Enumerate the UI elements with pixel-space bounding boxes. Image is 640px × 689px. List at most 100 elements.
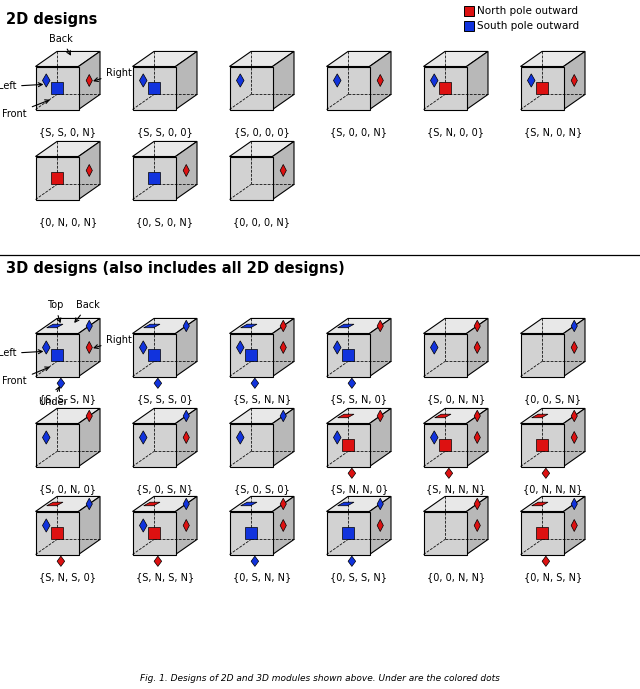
Polygon shape [474,431,481,444]
Polygon shape [369,318,391,376]
Polygon shape [230,318,294,333]
Polygon shape [230,511,273,555]
Polygon shape [326,511,369,555]
Text: Under: Under [38,387,67,407]
Polygon shape [326,318,391,333]
Polygon shape [183,520,189,531]
Polygon shape [35,52,100,67]
Polygon shape [424,67,467,110]
Polygon shape [86,165,92,176]
Polygon shape [326,409,391,424]
Text: {0, 0, S, N}: {0, 0, S, N} [524,394,581,404]
Bar [148,527,159,539]
Text: Right: Right [94,68,132,81]
Polygon shape [175,141,197,200]
Text: Fig. 1. Designs of 2D and 3D modules shown above. Under are the colored dots: Fig. 1. Designs of 2D and 3D modules sho… [140,674,500,683]
Polygon shape [35,333,79,376]
Text: North pole outward: North pole outward [477,6,578,16]
Polygon shape [230,156,273,200]
Bar [342,527,353,539]
Text: {S, 0, N, 0}: {S, 0, N, 0} [39,484,96,494]
Polygon shape [348,468,356,478]
Polygon shape [140,341,147,354]
Polygon shape [520,511,563,555]
Bar [342,440,353,451]
Polygon shape [144,325,160,328]
Text: {S, S, S, 0}: {S, S, S, 0} [137,394,193,404]
Polygon shape [241,502,257,506]
Polygon shape [563,409,585,466]
Polygon shape [86,74,92,87]
Polygon shape [571,410,577,422]
Polygon shape [377,520,383,531]
Polygon shape [474,498,481,510]
Bar [51,172,63,183]
Text: {S, N, 0, 0}: {S, N, 0, 0} [428,127,484,137]
Bar [464,21,474,31]
Polygon shape [79,409,100,466]
Polygon shape [47,502,63,506]
Polygon shape [280,520,286,531]
Polygon shape [86,410,92,422]
Polygon shape [280,498,286,510]
Polygon shape [542,468,550,478]
Polygon shape [467,318,488,376]
Text: {0, N, 0, N}: {0, N, 0, N} [38,217,97,227]
Polygon shape [474,320,481,331]
Polygon shape [183,431,189,444]
Polygon shape [35,511,79,555]
Polygon shape [474,520,481,531]
Polygon shape [183,320,189,331]
Polygon shape [563,318,585,376]
Polygon shape [326,497,391,511]
Polygon shape [154,378,162,389]
Text: Left: Left [0,349,42,358]
Polygon shape [42,74,50,87]
Text: South pole outward: South pole outward [477,21,579,31]
Polygon shape [132,141,197,156]
Polygon shape [280,410,286,422]
Text: {S, S, 0, 0}: {S, S, 0, 0} [137,127,193,137]
Polygon shape [520,497,585,511]
Bar [440,440,451,451]
Polygon shape [424,511,467,555]
Polygon shape [333,341,341,354]
Polygon shape [369,52,391,110]
Polygon shape [183,165,189,176]
Polygon shape [532,414,548,418]
Polygon shape [571,498,577,510]
Polygon shape [132,318,197,333]
Polygon shape [467,409,488,466]
Text: {S, N, S, 0}: {S, N, S, 0} [39,572,96,582]
Polygon shape [571,520,577,531]
Polygon shape [132,156,175,200]
Polygon shape [132,67,175,110]
Polygon shape [520,67,563,110]
Text: {S, 0, S, 0}: {S, 0, S, 0} [234,484,290,494]
Polygon shape [520,318,585,333]
Polygon shape [183,410,189,422]
Polygon shape [132,52,197,67]
Polygon shape [527,74,535,87]
Bar [148,349,159,360]
Polygon shape [563,497,585,555]
Polygon shape [338,414,354,418]
Polygon shape [230,424,273,466]
Polygon shape [467,52,488,110]
Bar [245,527,257,539]
Polygon shape [132,333,175,376]
Polygon shape [175,52,197,110]
Text: Back: Back [75,300,100,322]
Polygon shape [35,156,79,200]
Polygon shape [326,424,369,466]
Polygon shape [132,497,197,511]
Polygon shape [79,318,100,376]
Polygon shape [326,333,369,376]
Polygon shape [236,431,244,444]
Polygon shape [563,52,585,110]
Polygon shape [431,431,438,444]
Text: {S, 0, 0, 0}: {S, 0, 0, 0} [234,127,290,137]
Polygon shape [377,320,383,331]
Text: {0, N, S, N}: {0, N, S, N} [524,572,582,582]
Text: 2D designs: 2D designs [6,12,97,27]
